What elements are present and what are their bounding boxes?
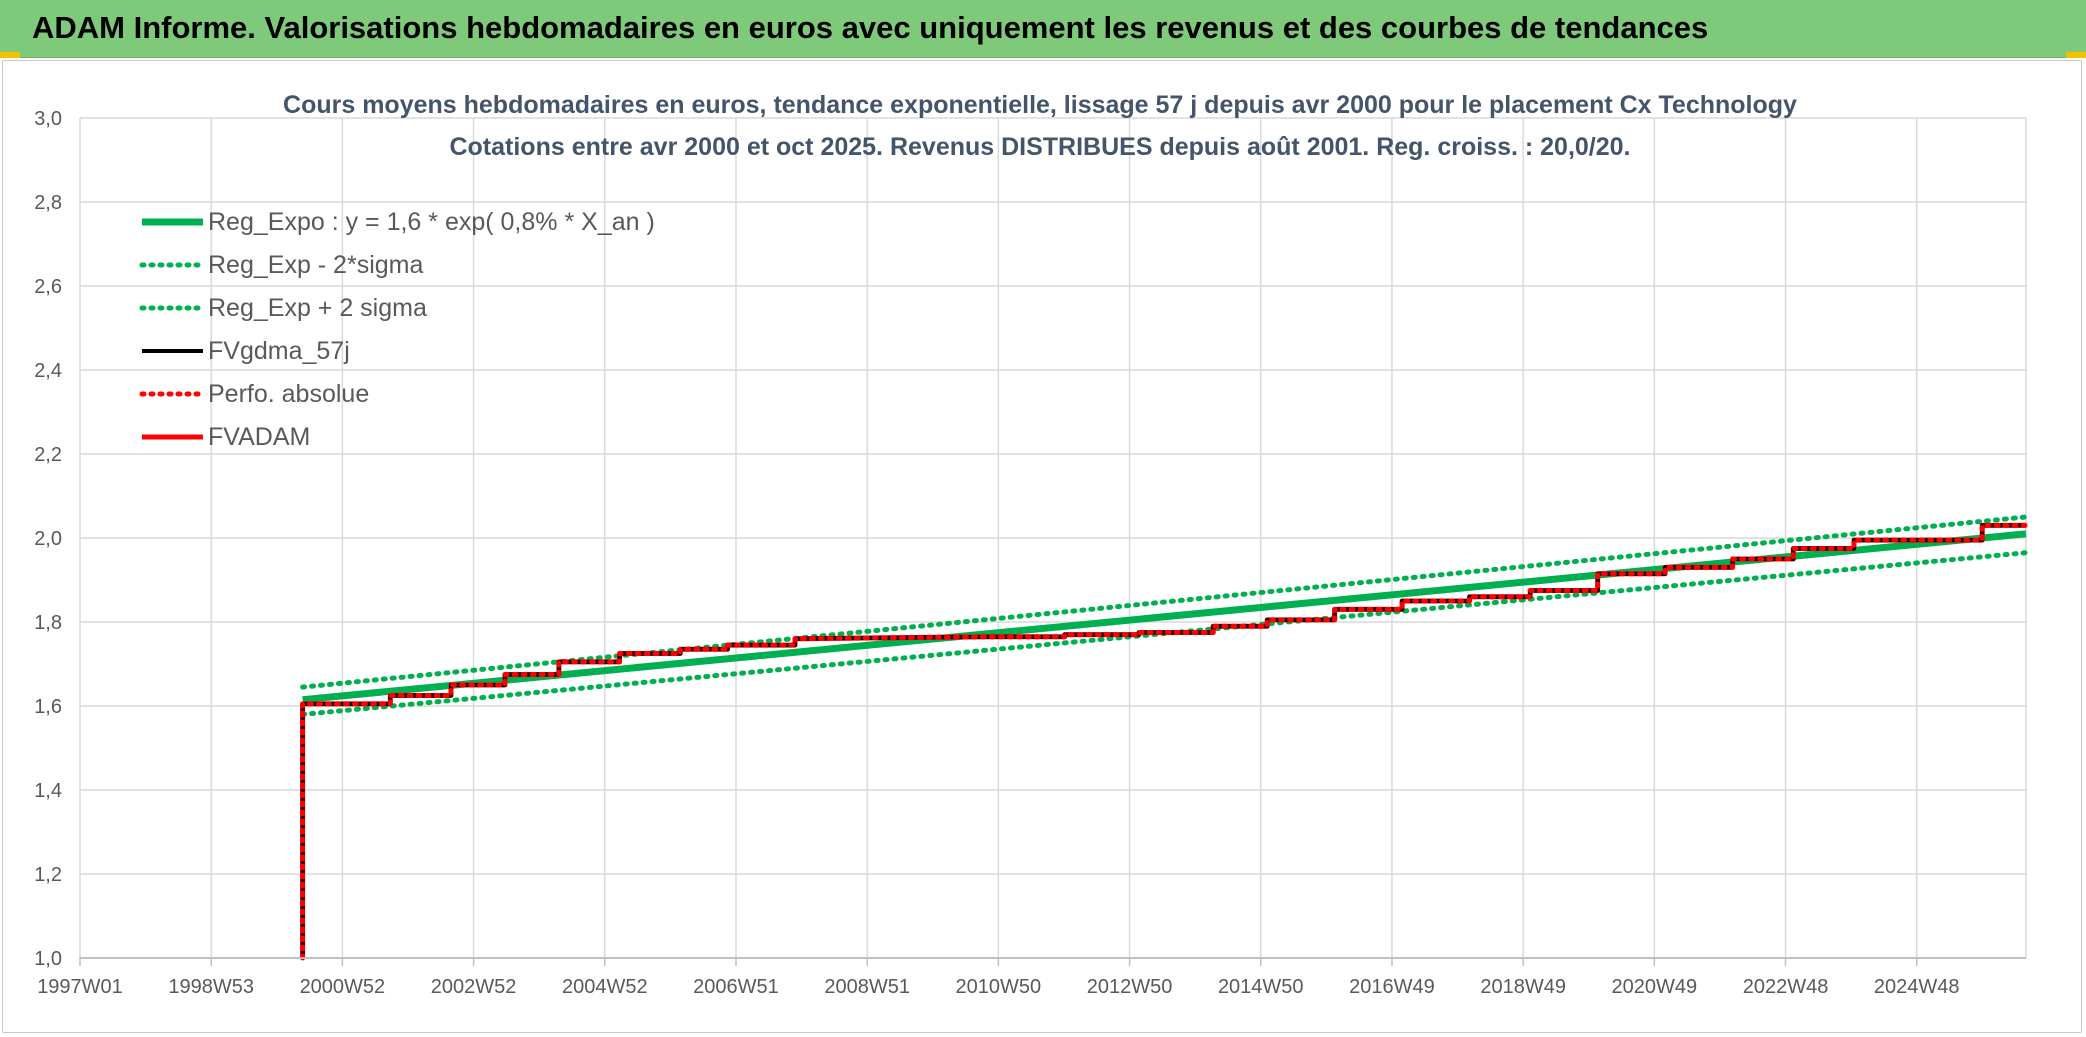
- x-tick-label: 2022W48: [1743, 976, 1829, 998]
- chart-frame: [2, 60, 2082, 1033]
- series-line: [300, 522, 2026, 958]
- series-line: [300, 523, 2026, 958]
- chart-subtitle: Cotations entre avr 2000 et oct 2025. Re…: [449, 133, 1630, 161]
- x-tick-label: 2000W52: [300, 976, 386, 998]
- report-title: ADAM Informe. Valorisations hebdomadaire…: [32, 10, 1709, 45]
- chart-legend: Reg_Expo : y = 1,6 * exp( 0,8% * X_an ) R…: [139, 208, 655, 451]
- y-tick-label: 1,2: [34, 864, 62, 886]
- corner-marker-left: [0, 52, 20, 58]
- x-tick-label: 2018W49: [1480, 976, 1566, 998]
- series-line: [300, 514, 2029, 690]
- legend-label: Perfo. absolue: [208, 380, 369, 408]
- y-tick-label: 1,8: [34, 612, 62, 634]
- y-tick-label: 1,6: [34, 696, 62, 718]
- chart-grid: [79, 117, 2027, 959]
- x-tick-label: 2016W49: [1349, 976, 1435, 998]
- y-tick-label: 2,0: [34, 528, 62, 550]
- x-tick-label: 2012W50: [1087, 976, 1173, 998]
- x-tick-label: 2014W50: [1218, 976, 1304, 998]
- chart-title: Cours moyens hebdomadaires en euros, ten…: [283, 91, 1797, 119]
- x-tick-label: 2004W52: [562, 976, 648, 998]
- legend-label: FVADAM: [208, 423, 310, 451]
- legend-label: Reg_Exp + 2 sigma: [208, 294, 427, 322]
- series-line: [300, 522, 2029, 961]
- x-tick-label: 1998W53: [168, 976, 254, 998]
- corner-marker-right: [2066, 52, 2086, 58]
- chart-series: [300, 514, 2029, 961]
- y-tick-label: 1,0: [34, 948, 62, 970]
- y-tick-label: 2,4: [34, 360, 62, 382]
- legend-label: Reg_Expo : y = 1,6 * exp( 0,8% * X_an ): [208, 208, 655, 236]
- chart-axes: 1,0 1,2 1,4 1,6 1,8 2,0 2,2 2,4 2,6 2,8 3,0 1997W01…: [34, 108, 2026, 998]
- x-tick-label: 2006W51: [693, 976, 779, 998]
- y-tick-label: 2,8: [34, 192, 62, 214]
- x-tick-label: 1997W01: [37, 976, 123, 998]
- y-tick-label: 1,4: [34, 780, 62, 802]
- x-tick-label: 2002W52: [431, 976, 517, 998]
- x-tick-label: 2024W48: [1874, 976, 1960, 998]
- report-header: ADAM Informe. Valorisations hebdomadaire…: [0, 0, 2086, 58]
- legend-label: Reg_Exp - 2*sigma: [208, 251, 423, 279]
- y-tick-label: 2,6: [34, 276, 62, 298]
- y-tick-label: 2,2: [34, 444, 62, 466]
- y-tick-label: 3,0: [34, 108, 62, 130]
- x-tick-label: 2008W51: [824, 976, 910, 998]
- x-tick-label: 2010W50: [956, 976, 1042, 998]
- legend-label: FVgdma_57j: [208, 337, 350, 365]
- x-tick-label: 2020W49: [1612, 976, 1698, 998]
